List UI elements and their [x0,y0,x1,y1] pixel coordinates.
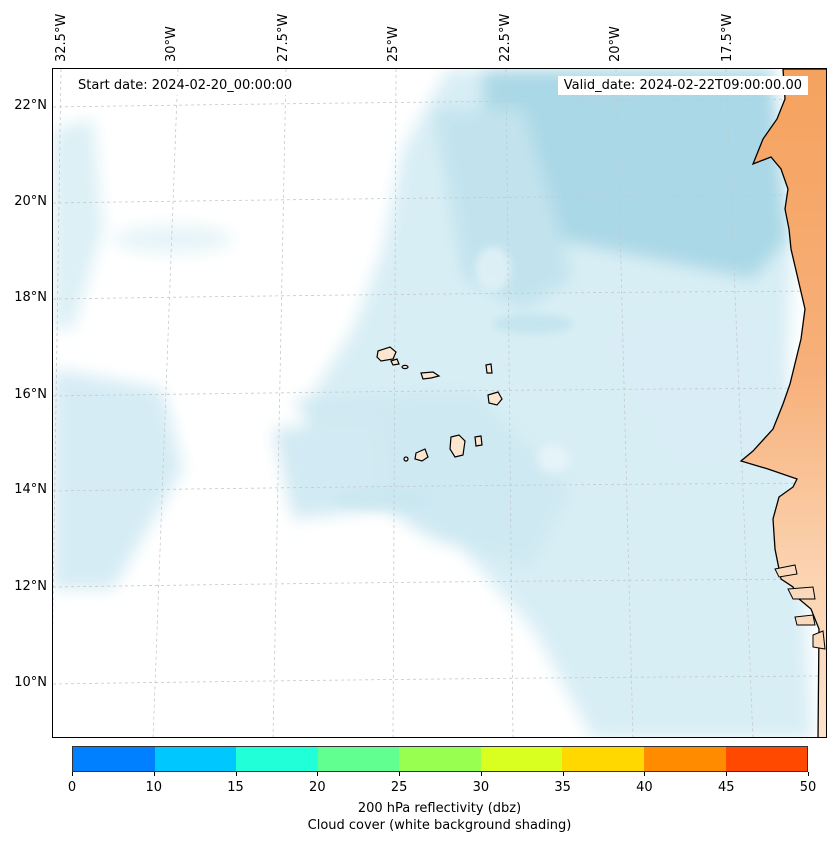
latitude-label: 12°N [14,579,47,594]
latitude-label: 22°N [14,98,47,113]
longitude-label: 30°W [164,26,179,62]
colorbar-tick [726,772,728,776]
longitude-label: 17.5°W [720,13,735,62]
colorbar-segment [480,747,563,771]
colorbar-segment [154,747,237,771]
colorbar-tick [808,772,809,776]
longitude-label: 20°W [608,26,623,62]
colorbar-tick-label: 20 [309,780,326,795]
colorbar-tick [480,772,482,776]
colorbar [72,746,808,772]
latitude-label: 10°N [14,675,47,690]
longitude-label: 27.5°W [276,13,291,62]
cloud-fine-streaks [333,247,573,511]
coastal-inlets [774,564,826,650]
colorbar-tick [317,772,319,776]
colorbar-tick-label: 25 [390,780,408,795]
colorbar-segment [399,747,481,771]
colorbar-tick [72,772,73,776]
colorbar-segment [725,747,808,771]
colorbar-tick [399,772,401,776]
valid-date-label: Valid_date: 2024-02-22T09:00:00.00 [557,76,808,95]
africa-landmass [739,69,826,737]
cloud-cover-shading [53,69,813,737]
latitude-label: 20°N [14,194,47,209]
colorbar-subtitle: Cloud cover (white background shading) [307,818,572,833]
colorbar-segment [73,747,155,771]
graticule [53,69,826,737]
colorbar-tick-label: 40 [636,780,653,795]
colorbar-tick-label: 45 [717,780,735,795]
map-canvas [53,69,826,737]
colorbar-tick-label: 35 [554,780,571,795]
colorbar-tick-label: 10 [145,780,163,795]
colorbar-tick [153,772,155,776]
colorbar-tick [235,772,237,776]
colorbar-tick-label: 30 [472,780,490,795]
colorbar-segment [562,747,644,771]
map-panel [52,68,827,738]
colorbar-tick [562,772,564,776]
start-date-label: Start date: 2024-02-20_00:00:00 [72,76,299,95]
colorbar-tick-label: 50 [799,780,817,795]
colorbar-segment [236,747,318,771]
cape-verde-islands [376,346,503,462]
latitude-label: 14°N [14,482,47,497]
colorbar-segment [643,747,726,771]
colorbar-segment [317,747,400,771]
longitude-label: 25°W [386,26,401,62]
colorbar-tick-label: 0 [67,780,77,795]
colorbar-tick-label: 15 [227,780,244,795]
colorbar-tick [644,772,646,776]
colorbar-title: 200 hPa reflectivity (dbz) [357,801,522,816]
longitude-label: 22.5°W [498,13,513,62]
longitude-label: 32.5°W [54,13,69,62]
latitude-label: 18°N [14,290,47,305]
latitude-label: 16°N [14,387,47,402]
